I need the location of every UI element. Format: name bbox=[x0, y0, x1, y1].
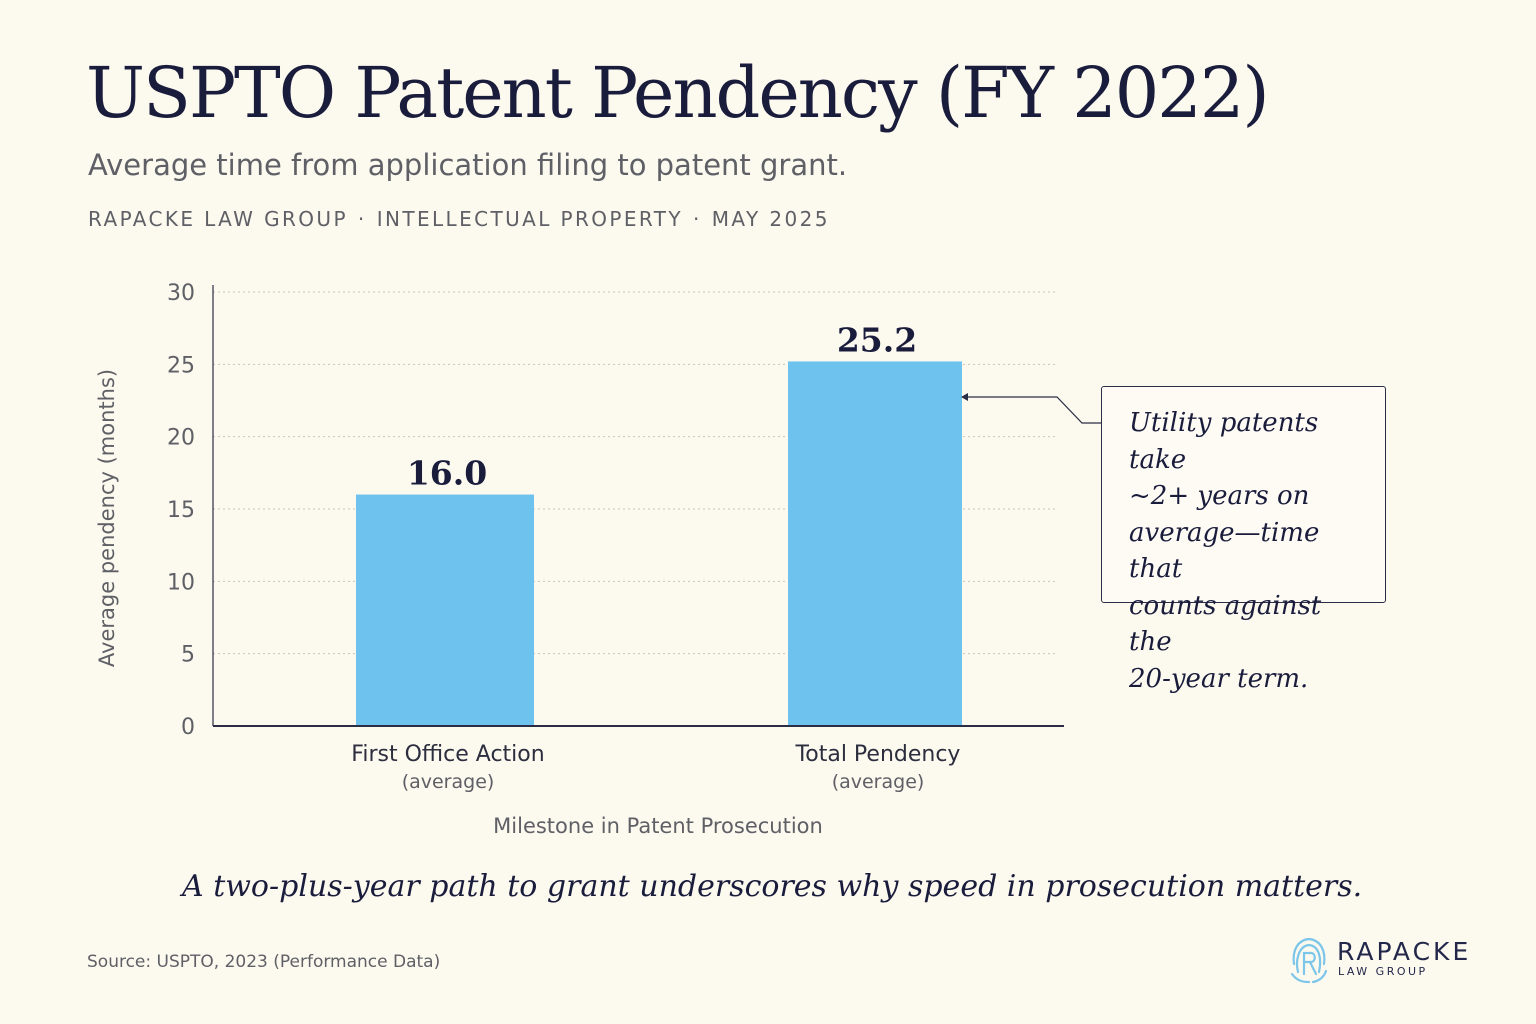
source-note: Source: USPTO, 2023 (Performance Data) bbox=[87, 952, 441, 972]
callout-line: ~2+ years on bbox=[1129, 481, 1310, 511]
byline-publisher: RAPACKE LAW GROUP bbox=[88, 207, 348, 231]
x-tick-label: First Office Action bbox=[351, 742, 544, 767]
annotation-callout: Utility patents take ~2+ years on averag… bbox=[1101, 386, 1386, 694]
logo-name: RAPACKE bbox=[1337, 937, 1472, 966]
fingerprint-r-icon bbox=[1290, 937, 1328, 984]
logo-subtitle: LAW GROUP bbox=[1338, 965, 1428, 978]
byline-separator: · bbox=[357, 207, 367, 231]
byline-separator: · bbox=[693, 207, 702, 231]
callout-line: counts against the bbox=[1129, 590, 1322, 658]
bar bbox=[788, 361, 962, 726]
takeaway-text: A two-plus-year path to grant underscore… bbox=[182, 869, 1363, 904]
x-axis-title: Milestone in Patent Prosecution bbox=[493, 814, 823, 838]
x-tick-sublabel: (average) bbox=[402, 771, 495, 793]
data-label: 16.0 bbox=[407, 454, 487, 493]
byline: RAPACKE LAW GROUP · INTELLECTUAL PROPERTY ·… bbox=[88, 207, 830, 231]
y-axis-title: Average pendency (months) bbox=[95, 369, 119, 667]
callout-leader-line bbox=[963, 396, 1101, 424]
byline-date: MAY 2025 bbox=[711, 207, 830, 231]
bar bbox=[356, 494, 534, 726]
byline-category: INTELLECTUAL PROPERTY bbox=[376, 207, 683, 231]
callout-line: Utility patents take bbox=[1129, 408, 1319, 475]
bar-chart: 0 5 10 15 20 25 30 16.0 First Office Action (aver… bbox=[95, 281, 1101, 838]
callout-leader-arrow bbox=[961, 393, 968, 401]
page-subtitle: Average time from application filing to … bbox=[88, 148, 848, 182]
y-tick-label: 15 bbox=[167, 498, 195, 523]
y-tick-label: 5 bbox=[181, 643, 195, 668]
grid-layer bbox=[213, 291, 1057, 655]
callout-line: 20-year term. bbox=[1129, 663, 1309, 694]
y-tick-label: 20 bbox=[167, 426, 195, 451]
y-tick-label: 0 bbox=[181, 715, 195, 740]
y-tick-label: 10 bbox=[167, 570, 195, 595]
page-title: USPTO Patent Pendency (FY 2022) bbox=[86, 52, 1270, 134]
x-tick-label: Total Pendency bbox=[795, 742, 961, 767]
bars-layer bbox=[356, 361, 962, 726]
labels-layer: 0 5 10 15 20 25 30 16.0 First Office Action (aver… bbox=[167, 281, 960, 793]
y-tick-label: 30 bbox=[167, 281, 195, 306]
company-logo: RAPACKE LAW GROUP bbox=[1288, 934, 1488, 986]
y-tick-label: 25 bbox=[167, 353, 195, 378]
x-tick-sublabel: (average) bbox=[832, 771, 925, 793]
callout-line: average—time that bbox=[1129, 517, 1320, 585]
data-label: 25.2 bbox=[837, 320, 917, 359]
